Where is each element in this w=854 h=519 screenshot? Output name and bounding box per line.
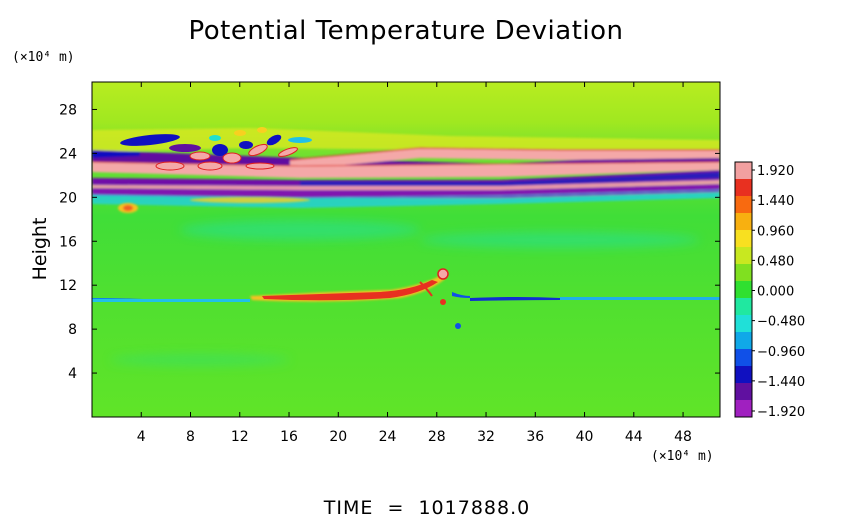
x-unit-label: (×10⁴ m) [651, 449, 714, 464]
x-tick-label: 12 [231, 429, 249, 445]
heatmap-low-patches [110, 220, 700, 366]
colorbar-label: −0.480 [757, 315, 805, 330]
x-tick-label: 16 [280, 429, 298, 445]
x-tick-label: 4 [137, 429, 146, 445]
x-axis: 4 8 12 16 20 24 28 32 36 40 44 48 [137, 82, 692, 445]
colorbar-swatch [735, 179, 752, 197]
y-axis-label: Height [29, 218, 51, 281]
colorbar-label: 0.480 [757, 254, 794, 269]
x-tick-label: 20 [329, 429, 347, 445]
colorbar-label: 0.960 [757, 224, 794, 239]
x-tick-label: 40 [576, 429, 594, 445]
colorbar-swatch [735, 383, 752, 401]
x-tick-label: 36 [526, 429, 544, 445]
colorbar-swatch [735, 196, 752, 214]
heatmap-left-spot [118, 197, 310, 213]
colorbar-swatch [735, 400, 752, 418]
x-tick-label: 48 [674, 429, 692, 445]
colorbar-label: −0.960 [757, 345, 805, 360]
x-tick-label: 8 [186, 429, 195, 445]
y-tick-label: 20 [59, 190, 77, 206]
colorbar-swatch [735, 247, 752, 265]
colorbar-swatch [735, 349, 752, 367]
time-label: TIME = 1017888.0 [323, 497, 530, 519]
colorbar-labels: 1.920 1.440 0.960 0.480 0.000 −0.480 −0.960 −1.… [752, 164, 805, 420]
plot-frame [91, 81, 721, 418]
colorbar-swatch [735, 281, 752, 299]
colorbar-swatch [735, 315, 752, 333]
colorbar-swatch [735, 332, 752, 350]
heatmap-lower-disturbance [92, 268, 720, 329]
colorbar-frame [734, 161, 753, 418]
colorbar-label: 1.920 [757, 164, 794, 179]
colorbar-label: −1.440 [757, 375, 805, 390]
y-tick-label: 16 [59, 234, 77, 250]
colorbar [734, 161, 753, 418]
heatmap-upper-band [92, 128, 720, 208]
heatmap-wave-blobs [120, 127, 312, 171]
y-tick-label: 24 [59, 146, 77, 162]
colorbar-swatch [735, 213, 752, 231]
colorbar-swatch [735, 298, 752, 316]
colorbar-label: 0.000 [757, 285, 794, 300]
x-tick-label: 28 [428, 429, 446, 445]
colorbar-label: 1.440 [757, 194, 794, 209]
colorbar-swatch [735, 366, 752, 384]
x-tick-label: 24 [379, 429, 397, 445]
x-tick-label: 44 [625, 429, 643, 445]
y-tick-label: 4 [68, 366, 77, 382]
y-unit-label: (×10⁴ m) [12, 50, 75, 65]
x-tick-label: 32 [477, 429, 495, 445]
colorbar-swatch [735, 162, 752, 180]
chart-title: Potential Temperature Deviation [189, 16, 624, 46]
colorbar-swatch [735, 264, 752, 282]
y-axis: 4 8 12 16 20 24 28 [59, 102, 720, 382]
y-tick-label: 12 [59, 278, 77, 294]
colorbar-swatch [735, 230, 752, 248]
y-tick-label: 28 [59, 102, 77, 118]
heatmap-field [92, 82, 720, 417]
y-tick-label: 8 [68, 322, 77, 338]
colorbar-label: −1.920 [757, 405, 805, 420]
